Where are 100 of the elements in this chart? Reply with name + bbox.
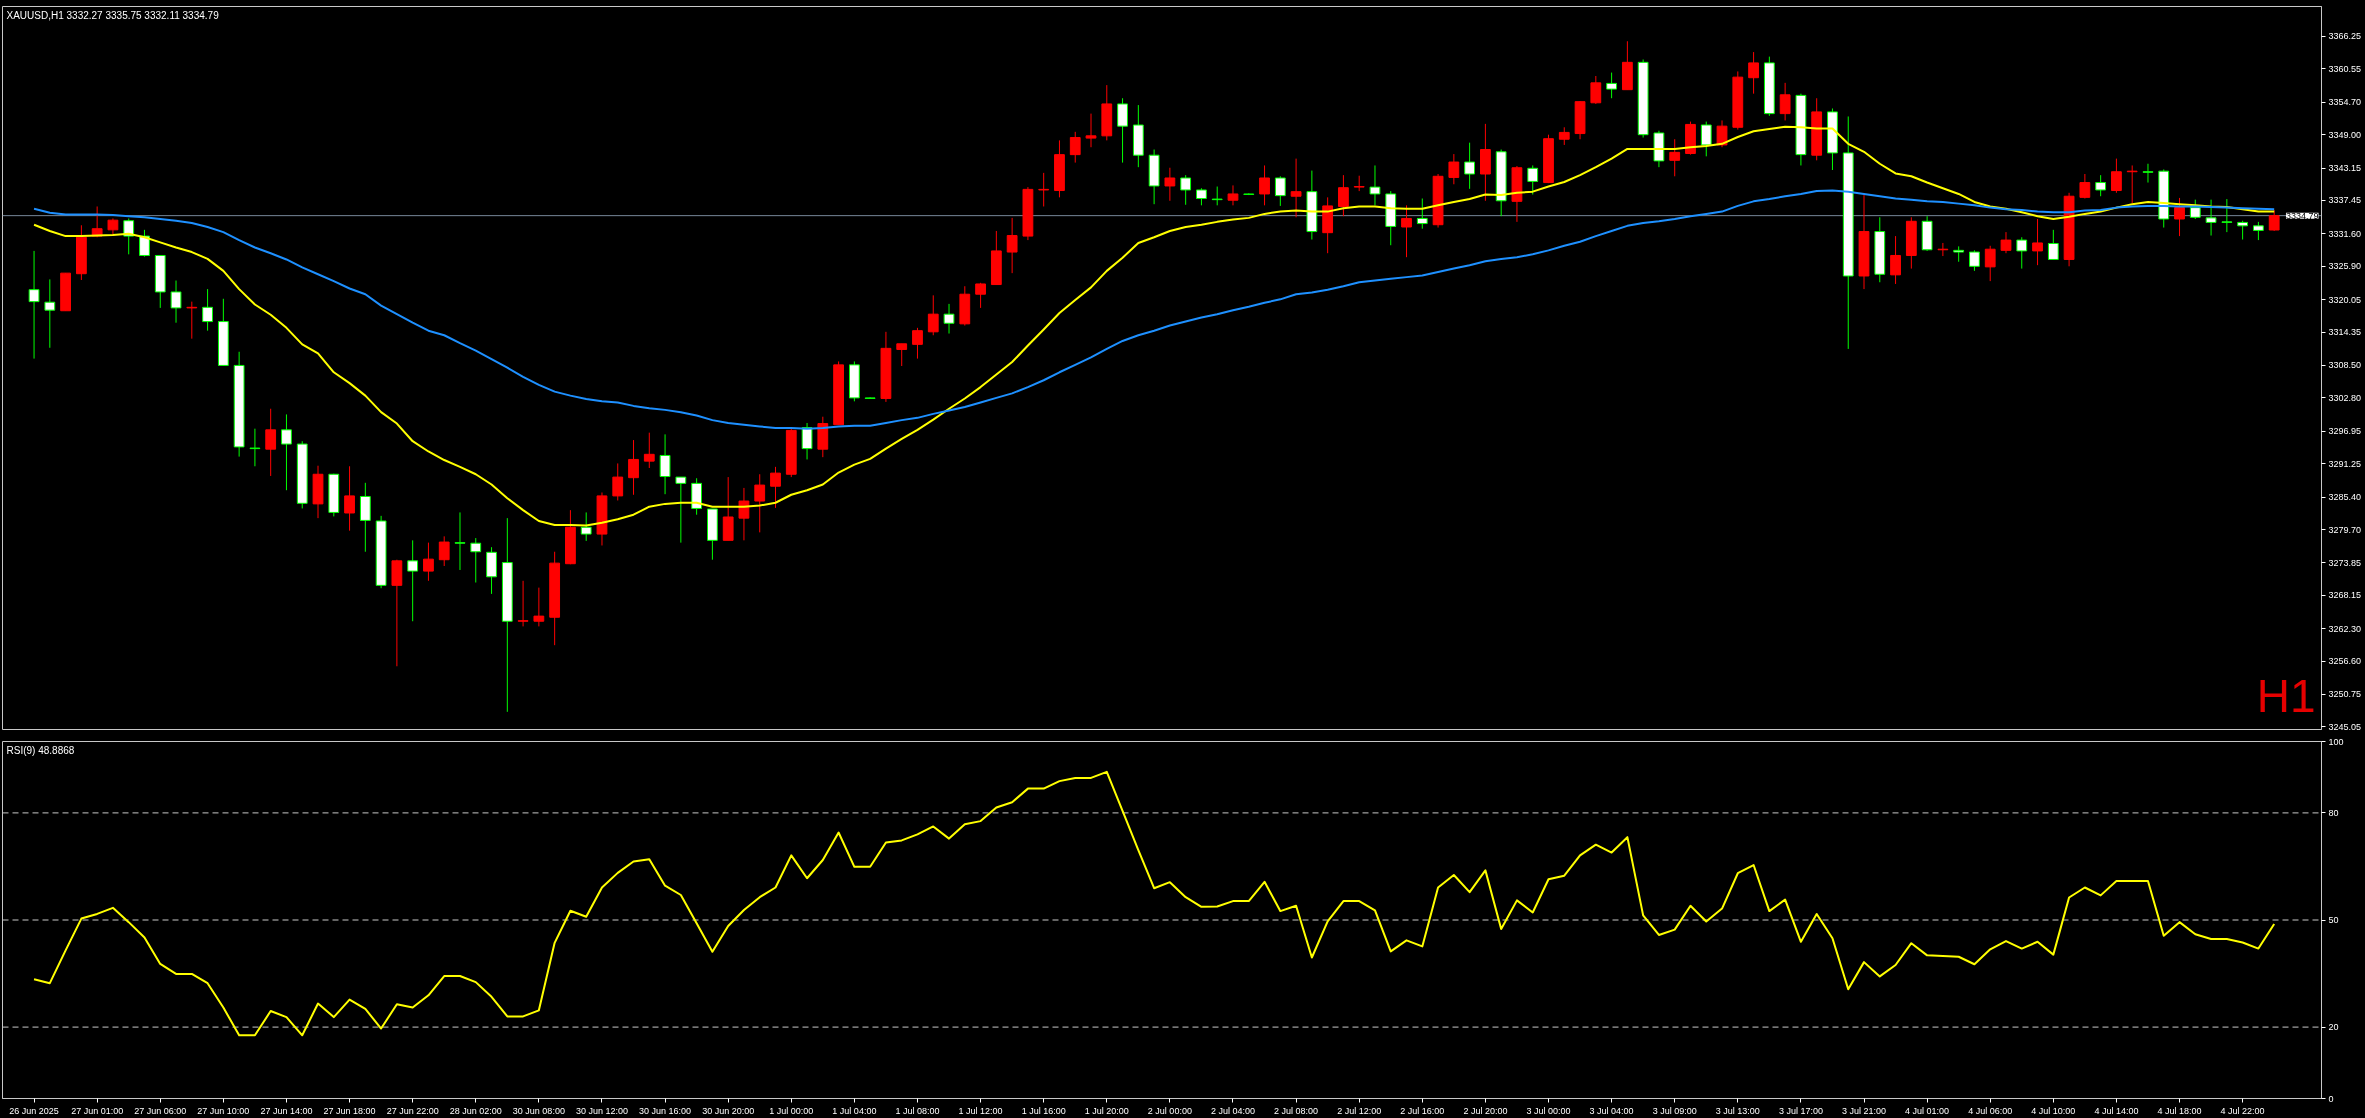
y-tick-label: 3245.05 [2328, 721, 2362, 732]
x-tick-label: 3 Jul 09:00 [1652, 1105, 1697, 1116]
y-tick-label: 80 [2328, 807, 2339, 818]
candlestick [1890, 235, 1901, 285]
candlestick [1590, 75, 1602, 105]
candlestick [975, 282, 986, 309]
x-tick-label: 27 Jun 18:00 [323, 1105, 376, 1116]
candlestick [186, 301, 198, 340]
x-tick-label: 1 Jul 00:00 [769, 1105, 814, 1116]
y-tick-label: 3296.95 [2328, 426, 2362, 437]
candlestick [2221, 198, 2233, 233]
x-tick-label: 30 Jun 12:00 [575, 1105, 628, 1116]
candlestick [249, 428, 261, 467]
x-tick-label: 2 Jul 12:00 [1337, 1105, 1382, 1116]
x-tick-label: 1 Jul 20:00 [1084, 1105, 1129, 1116]
candlestick [770, 466, 781, 509]
candlestick [896, 343, 908, 367]
candlestick [738, 487, 750, 541]
candlestick [1369, 164, 1381, 206]
candlestick [927, 294, 939, 336]
y-tick-label: 3279.70 [2328, 524, 2362, 535]
y-tick-label: 3285.40 [2328, 492, 2362, 503]
candlestick [533, 587, 545, 627]
candlestick [1416, 198, 1428, 230]
candlestick [612, 462, 624, 501]
candlestick [1606, 72, 1617, 99]
x-tick-label: 3 Jul 17:00 [1778, 1105, 1823, 1116]
candlestick [2032, 218, 2043, 266]
x-tick-label: 30 Jun 08:00 [512, 1105, 565, 1116]
candlestick [2268, 209, 2280, 232]
candlestick [1006, 217, 1018, 274]
y-tick-label: 3320.05 [2328, 294, 2362, 305]
x-tick-label: 30 Jun 16:00 [639, 1105, 692, 1116]
line-series [33, 770, 2276, 1037]
candlestick [754, 473, 766, 533]
candlestick [28, 250, 40, 360]
x-tick-label: 26 Jun 2025 [9, 1105, 59, 1116]
candlestick [1117, 97, 1128, 164]
candlestick [1164, 167, 1176, 202]
y-tick-label: 0 [2328, 1093, 2334, 1104]
x-tick-label: 27 Jun 06:00 [134, 1105, 187, 1116]
x-tick-label: 1 Jul 12:00 [958, 1105, 1003, 1116]
x-tick-label: 28 Jun 02:00 [449, 1105, 502, 1116]
candlestick [1085, 113, 1097, 148]
candlestick [2237, 220, 2249, 241]
y-tick-label: 3349.00 [2328, 129, 2362, 140]
x-tick-label: 3 Jul 13:00 [1715, 1105, 1760, 1116]
candlestick [1527, 164, 1539, 196]
candlestick [1969, 249, 1980, 272]
candlestick [1290, 158, 1302, 218]
y-tick-label: 3256.60 [2328, 656, 2362, 667]
y-tick-label: 3268.15 [2328, 590, 2362, 601]
y-tick-label: 3314.35 [2328, 327, 2362, 338]
candlestick [912, 327, 923, 360]
candlestick [722, 476, 734, 541]
candlestick [2047, 229, 2059, 260]
candlestick [407, 539, 419, 622]
x-tick-label: 1 Jul 08:00 [895, 1105, 940, 1116]
x-tick-label: 4 Jul 14:00 [2094, 1105, 2139, 1116]
candlestick [1464, 142, 1476, 190]
x-tick-label: 27 Jun 01:00 [71, 1105, 124, 1116]
candlestick [2174, 197, 2185, 237]
candlestick [1669, 138, 1681, 177]
candlestick [281, 413, 292, 491]
y-tick-label: 3360.55 [2328, 63, 2362, 74]
candlestick [1180, 174, 1192, 206]
x-tick-label: 1 Jul 04:00 [832, 1105, 877, 1116]
candlestick [438, 535, 450, 567]
x-tick-label: 2 Jul 08:00 [1274, 1105, 1319, 1116]
x-tick-label: 2 Jul 00:00 [1147, 1105, 1192, 1116]
x-tick-label: 2 Jul 04:00 [1210, 1105, 1256, 1116]
x-tick-label: 4 Jul 22:00 [2220, 1105, 2265, 1116]
candlestick [2142, 163, 2154, 184]
y-tick-label: 3325.90 [2328, 261, 2362, 272]
x-tick-label: 4 Jul 06:00 [1968, 1105, 2013, 1116]
candlestick [170, 280, 182, 324]
candlestick [1211, 186, 1223, 206]
candlestick [1274, 175, 1286, 207]
candlestick [1700, 121, 1712, 157]
candlestick [2079, 173, 2091, 199]
candlestick [2189, 199, 2201, 220]
y-tick-label: 3273.85 [2328, 557, 2362, 568]
x-tick-label: 1 Jul 16:00 [1021, 1105, 1066, 1116]
candlestick [628, 439, 639, 496]
y-tick-label: 3337.45 [2328, 195, 2362, 206]
candlestick [265, 408, 277, 477]
candlestick [1338, 174, 1349, 217]
y-tick-label: 3250.75 [2328, 689, 2362, 700]
x-tick-label: 4 Jul 01:00 [1905, 1105, 1950, 1116]
candlestick [2095, 174, 2107, 197]
candlestick [1984, 245, 1996, 282]
y-tick-label: 3262.30 [2328, 623, 2362, 634]
candlestick [2000, 231, 2012, 254]
candlestick [359, 482, 371, 553]
candlestick [344, 465, 355, 532]
candlestick [139, 229, 150, 258]
candlestick [1448, 153, 1460, 185]
candlestick [1716, 119, 1728, 148]
candlestick [1401, 204, 1412, 258]
candlestick [643, 432, 655, 469]
